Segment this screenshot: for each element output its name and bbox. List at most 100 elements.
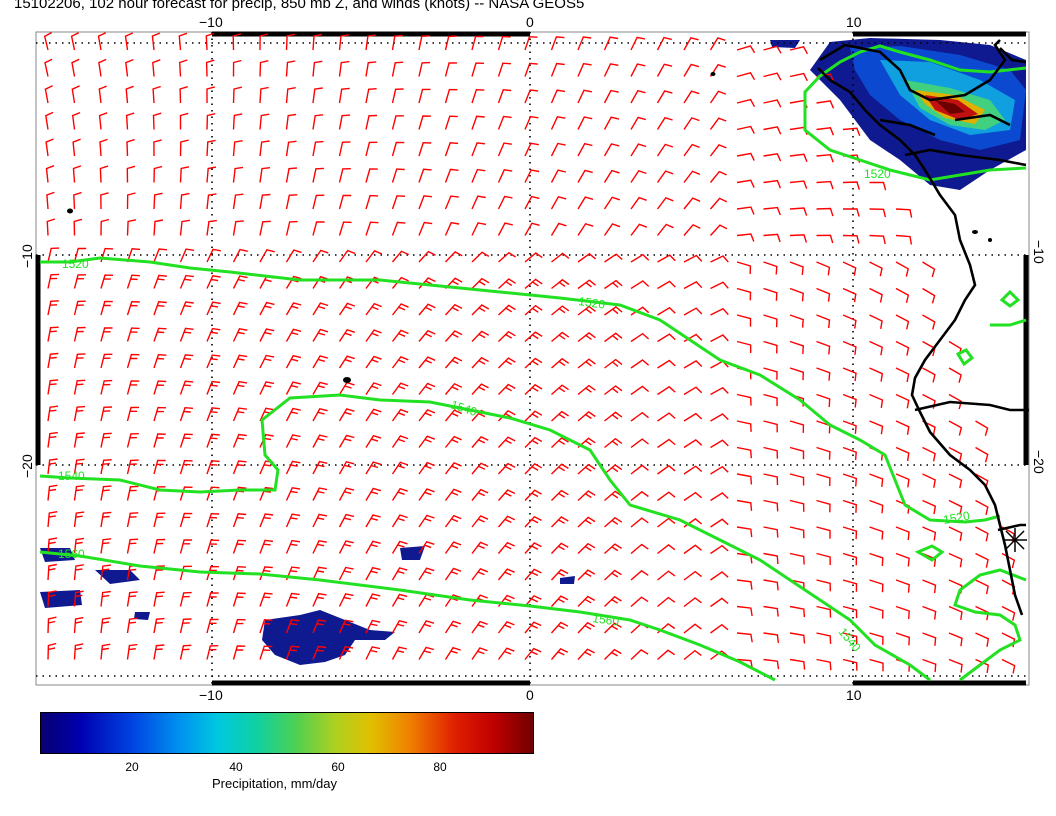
wind-barb-icon bbox=[922, 367, 936, 383]
wind-barb-icon bbox=[444, 88, 458, 104]
wind-barb-icon bbox=[259, 513, 274, 528]
wind-barb-icon bbox=[365, 61, 377, 77]
lon-tick-top: −10 bbox=[199, 14, 223, 30]
wind-barb-icon bbox=[47, 273, 60, 289]
wind-barb-icon bbox=[100, 511, 112, 528]
wind-barb-icon bbox=[206, 354, 221, 369]
wind-barb-icon bbox=[232, 33, 242, 51]
wind-barb-icon bbox=[179, 192, 190, 210]
wind-barb-icon bbox=[126, 459, 139, 475]
wind-barb-icon bbox=[418, 61, 431, 77]
wind-barb-icon bbox=[683, 544, 702, 555]
wind-barb-icon bbox=[524, 383, 543, 396]
wind-barb-icon bbox=[948, 420, 963, 436]
wind-barb-icon bbox=[179, 112, 189, 130]
colorbar-tick: 40 bbox=[229, 760, 243, 774]
wind-barb-icon bbox=[524, 621, 542, 634]
wind-barb-icon bbox=[604, 490, 623, 502]
wind-barb-icon bbox=[338, 355, 355, 369]
wind-barb-icon bbox=[604, 464, 623, 475]
wind-barb-icon bbox=[975, 552, 989, 568]
wind-barb-icon bbox=[391, 34, 403, 51]
wind-barb-icon bbox=[285, 460, 301, 475]
wind-barb-icon bbox=[206, 486, 220, 501]
station-marker-icon bbox=[1003, 528, 1027, 552]
wind-barb-icon bbox=[498, 251, 516, 263]
wind-barb-icon bbox=[657, 596, 676, 608]
wind-barb-icon bbox=[630, 196, 647, 210]
wind-barb-icon bbox=[577, 516, 596, 528]
wind-barb-icon bbox=[657, 385, 676, 396]
wind-barb-icon bbox=[100, 218, 110, 236]
wind-barb-icon bbox=[71, 85, 80, 104]
wind-barb-icon bbox=[842, 605, 858, 619]
wind-barb-icon bbox=[418, 514, 435, 528]
wind-barb-icon bbox=[550, 142, 566, 157]
wind-barb-icon bbox=[259, 193, 271, 210]
wind-barb-icon bbox=[948, 632, 963, 647]
wind-barb-icon bbox=[71, 111, 81, 130]
wind-barb-icon bbox=[922, 579, 937, 594]
wind-barb-icon bbox=[498, 383, 516, 395]
wind-barb-icon bbox=[577, 595, 596, 607]
wind-barb-icon bbox=[948, 526, 963, 542]
wind-barb-icon bbox=[816, 261, 831, 276]
wind-barb-icon bbox=[948, 658, 963, 673]
wind-barb-icon bbox=[312, 487, 328, 501]
wind-barb-icon bbox=[895, 473, 910, 488]
wind-barb-icon bbox=[232, 460, 247, 475]
wind-barb-icon bbox=[285, 619, 300, 634]
wind-barb-icon bbox=[418, 620, 435, 634]
wind-barb-icon bbox=[365, 34, 376, 51]
wind-barb-icon bbox=[577, 411, 596, 422]
wind-barb-icon bbox=[789, 72, 808, 82]
wind-barb-icon bbox=[285, 302, 302, 316]
wind-barb-icon bbox=[338, 487, 355, 501]
wind-barb-icon bbox=[232, 113, 243, 130]
wind-barb-icon bbox=[524, 436, 543, 448]
wind-barb-icon bbox=[126, 248, 141, 263]
wind-barb-icon bbox=[948, 367, 962, 383]
wind-barb-icon bbox=[736, 658, 753, 669]
wind-barb-icon bbox=[630, 223, 648, 236]
wind-barb-icon bbox=[497, 62, 511, 77]
wind-barb-icon bbox=[312, 645, 327, 660]
islands bbox=[67, 72, 992, 383]
wind-barb-icon bbox=[789, 367, 805, 381]
wind-barb-icon bbox=[471, 515, 489, 528]
wind-barb-icon bbox=[126, 380, 140, 395]
wind-barb-icon bbox=[577, 279, 596, 290]
wind-barb-icon bbox=[524, 142, 539, 157]
wind-barb-icon bbox=[312, 434, 328, 448]
wind-barb-icon bbox=[232, 166, 244, 183]
wind-barb-icon bbox=[656, 196, 674, 210]
wind-barb-icon bbox=[232, 59, 242, 77]
wind-barb-icon bbox=[259, 167, 271, 183]
wind-barb-icon bbox=[471, 330, 490, 342]
wind-barb-icon bbox=[151, 32, 161, 51]
wind-barb-icon bbox=[391, 619, 408, 634]
wind-barb-icon bbox=[365, 382, 382, 395]
wind-barb-icon bbox=[975, 632, 990, 647]
wind-barb-icon bbox=[391, 646, 408, 660]
wind-barb-icon bbox=[391, 303, 409, 316]
wind-barb-icon bbox=[338, 619, 354, 634]
wind-barb-icon bbox=[895, 340, 910, 356]
wind-barb-icon bbox=[497, 462, 516, 475]
wind-barb-icon bbox=[232, 618, 246, 634]
wind-barb-icon bbox=[444, 646, 461, 660]
wind-barb-icon bbox=[550, 89, 566, 104]
wind-barb-icon bbox=[816, 340, 831, 355]
wind-barb-icon bbox=[312, 33, 323, 51]
wind-barb-icon bbox=[232, 193, 244, 210]
wind-barb-icon bbox=[816, 367, 831, 381]
wind-barb-icon bbox=[736, 420, 752, 432]
wind-barb-icon bbox=[683, 197, 701, 210]
wind-barb-icon bbox=[365, 461, 382, 475]
wind-barb-icon bbox=[683, 597, 702, 608]
wind-barb-icon bbox=[736, 446, 752, 459]
wind-barb-icon bbox=[604, 332, 623, 343]
wind-barb-icon bbox=[152, 85, 161, 104]
wind-barb-icon bbox=[338, 593, 354, 607]
wind-barb-icon bbox=[126, 512, 139, 528]
